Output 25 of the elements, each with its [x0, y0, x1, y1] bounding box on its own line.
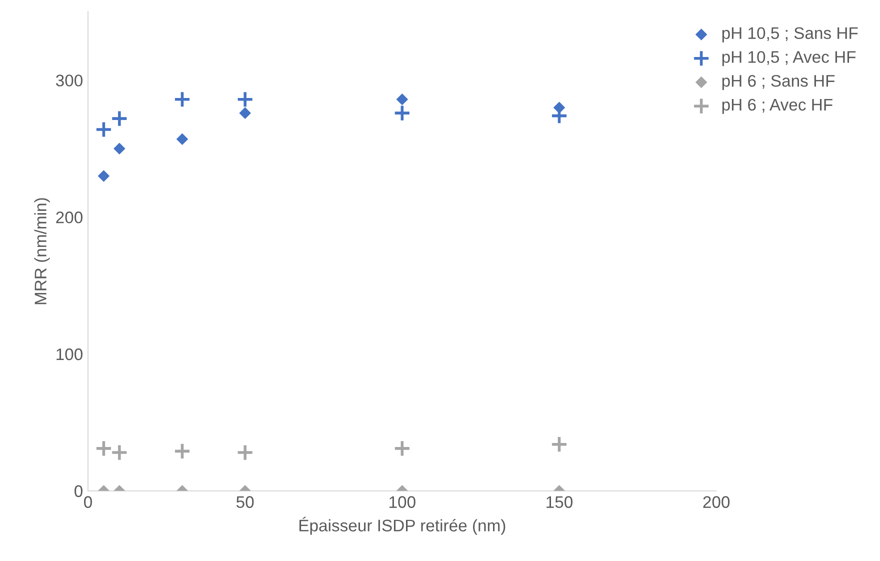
point	[110, 110, 128, 128]
y-axis-title: MRR (nm/min)	[34, 198, 50, 304]
point	[114, 142, 126, 155]
point	[176, 133, 188, 145]
x-tick-label: 0	[84, 496, 92, 508]
point	[396, 93, 408, 106]
y-tick-label: 0	[74, 485, 82, 498]
y-tick-label: 300	[56, 74, 82, 86]
y-tick-label: 200	[56, 212, 82, 224]
x-tick-label: 100	[390, 496, 416, 508]
point	[98, 170, 110, 182]
x-tick-label: 200	[703, 496, 730, 508]
point	[95, 120, 112, 138]
x-axis-title: Épaisseur ISDP retirée (nm)	[299, 516, 506, 535]
x-tick-label: 150	[546, 496, 572, 508]
point	[239, 107, 251, 119]
point	[174, 90, 191, 108]
x-tick-label: 50	[236, 496, 254, 508]
y-tick-label: 100	[56, 348, 82, 360]
point	[236, 90, 254, 108]
point	[393, 104, 411, 122]
legend-label: pH 6 ; Avec HF	[722, 98, 832, 114]
legend-label: pH 6 ; Sans HF	[722, 74, 835, 90]
legend-label: pH 10,5 ; Avec HF	[722, 51, 856, 66]
legend-label: pH 10,5 ; Sans HF	[722, 27, 858, 42]
